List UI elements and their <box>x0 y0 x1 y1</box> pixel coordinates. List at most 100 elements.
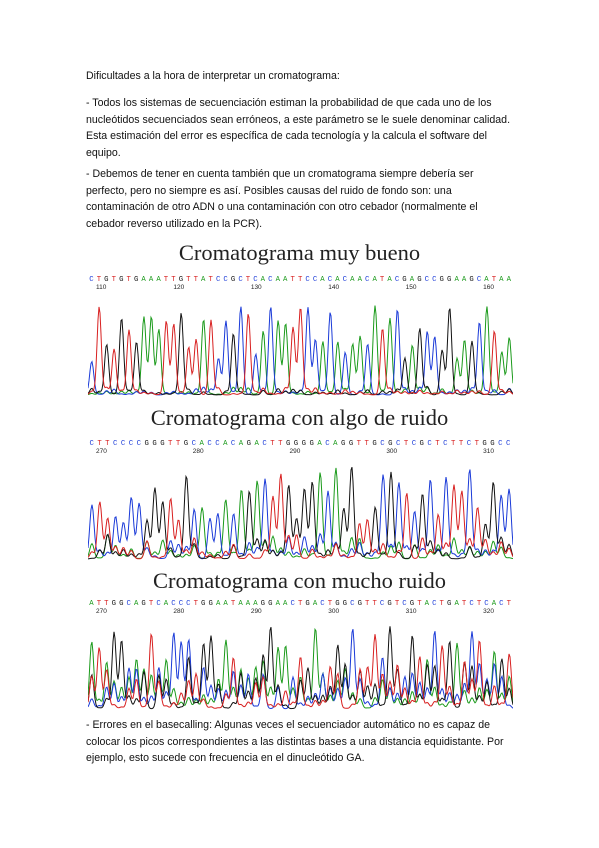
base-letter: A <box>357 276 363 284</box>
base-letter: T <box>461 600 467 608</box>
trace-G <box>88 626 513 710</box>
tick-label: 300 <box>328 608 340 615</box>
base-letter: T <box>327 600 333 608</box>
base-letter: C <box>89 440 95 448</box>
base-letter: T <box>403 440 409 448</box>
base-letter: C <box>126 600 132 608</box>
tick-label: 160 <box>483 284 494 291</box>
base-letter: T <box>208 276 214 284</box>
base-letter: G <box>285 440 291 448</box>
base-letter: C <box>432 600 438 608</box>
base-letter: C <box>443 440 449 448</box>
base-letter: A <box>275 276 281 284</box>
base-letter: G <box>309 440 315 448</box>
base-letter: T <box>186 276 192 284</box>
base-letter: A <box>409 276 415 284</box>
base-letter: C <box>207 440 213 448</box>
base-letter: C <box>262 440 268 448</box>
base-letter: C <box>268 276 274 284</box>
tick-label: 270 <box>96 608 107 615</box>
base-letter: G <box>141 600 147 608</box>
base-letter: C <box>350 600 356 608</box>
base-letter: T <box>356 440 362 448</box>
base-letter: C <box>466 440 472 448</box>
base-letter: A <box>499 276 505 284</box>
base-letter: G <box>490 440 496 448</box>
base-letter: A <box>133 600 139 608</box>
base-letter: A <box>484 276 490 284</box>
base-letter: G <box>447 600 452 608</box>
base-letter: T <box>379 276 385 284</box>
base-letter: T <box>297 276 303 284</box>
base-letter: G <box>301 440 307 448</box>
base-letter: G <box>104 276 110 284</box>
base-letter: C <box>394 276 400 284</box>
tick-label: 300 <box>386 448 398 455</box>
basecalling-paragraph: - Errores en el basecalling: Algunas vec… <box>86 719 504 765</box>
base-letter: C <box>120 440 126 448</box>
base-letter: C <box>223 276 229 284</box>
base-letter: A <box>387 276 393 284</box>
base-letter: C <box>156 600 162 608</box>
trace-plot <box>88 305 513 396</box>
base-letter: T <box>97 440 103 448</box>
base-letter: A <box>491 600 497 608</box>
base-letter: G <box>417 276 423 284</box>
base-letter: A <box>461 276 467 284</box>
base-letter: T <box>193 600 199 608</box>
base-letter: A <box>260 276 266 284</box>
tick-label: 320 <box>483 608 494 615</box>
base-letter: G <box>119 600 124 608</box>
base-letter: G <box>178 276 184 284</box>
noise-paragraph: - Debemos de tener en cuenta también que… <box>86 168 478 230</box>
tick-label: 310 <box>405 608 417 615</box>
base-letter: C <box>365 276 370 284</box>
trace-C <box>88 629 513 710</box>
base-letter: G <box>348 440 354 448</box>
base-letter: A <box>254 440 260 448</box>
tick-label: 280 <box>173 608 185 615</box>
trace-plot <box>88 467 513 560</box>
trace-T <box>88 306 513 396</box>
base-letter: A <box>215 600 221 608</box>
base-letter: C <box>230 440 236 448</box>
base-letter: A <box>350 276 356 284</box>
base-letter: G <box>201 600 206 608</box>
base-letter: C <box>128 440 134 448</box>
base-letter: A <box>148 276 154 284</box>
base-letter: G <box>409 600 415 608</box>
base-letter: A <box>238 600 244 608</box>
base-letter: C <box>402 600 408 608</box>
base-letter: A <box>312 600 318 608</box>
base-letter: G <box>469 276 475 284</box>
tick-label: 290 <box>250 608 262 615</box>
base-letter: C <box>215 276 221 284</box>
base-letter: A <box>163 600 169 608</box>
base-letter: A <box>141 276 147 284</box>
base-letter: A <box>223 440 228 448</box>
base-letter: A <box>238 440 244 448</box>
base-letter: C <box>191 440 197 448</box>
base-letter: G <box>268 600 274 608</box>
base-letter: T <box>104 600 110 608</box>
base-letter: A <box>275 600 281 608</box>
base-letter: C <box>312 276 318 284</box>
base-letter: G <box>183 440 189 448</box>
base-letter: C <box>395 440 401 448</box>
base-letter: G <box>119 276 124 284</box>
base-letter: A <box>253 600 259 608</box>
base-letter: T <box>450 440 456 448</box>
base-letter: C <box>499 600 505 608</box>
base-letter: C <box>484 600 490 608</box>
base-letter: C <box>89 276 95 284</box>
base-letter: C <box>186 600 192 608</box>
base-letter: C <box>380 440 386 448</box>
base-letter: A <box>454 276 460 284</box>
base-letter: T <box>245 276 251 284</box>
trace-A <box>88 305 513 396</box>
trace-G <box>88 467 513 560</box>
tick-label: 140 <box>328 284 340 291</box>
